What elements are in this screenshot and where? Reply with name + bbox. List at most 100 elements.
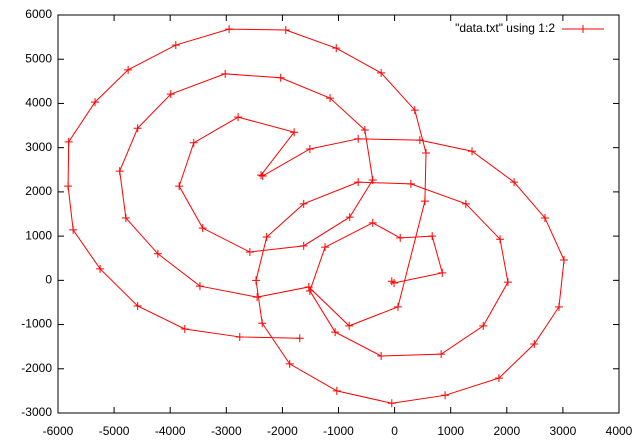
data-point: [331, 328, 340, 337]
legend-marker: [579, 25, 587, 33]
data-point: [428, 232, 437, 241]
data-point: [396, 233, 405, 242]
data-point: [124, 65, 133, 74]
data-point: [198, 224, 207, 233]
data-point: [332, 44, 341, 53]
data-point: [560, 255, 569, 264]
data-point: [64, 182, 73, 191]
x-tick-label: -6000: [43, 424, 74, 438]
y-tick-label: -1000: [21, 317, 52, 331]
x-tick-label: -4000: [155, 424, 186, 438]
data-point: [326, 94, 335, 103]
data-point: [221, 69, 230, 78]
data-point: [332, 386, 341, 395]
data-point: [354, 178, 363, 187]
data-point: [441, 391, 450, 400]
y-tick-label: 5000: [25, 51, 52, 65]
x-tick-label: -2000: [267, 424, 298, 438]
data-point: [368, 218, 377, 227]
data-point: [468, 147, 477, 156]
data-point: [461, 199, 470, 208]
y-tick-label: 2000: [25, 184, 52, 198]
data-point: [257, 171, 266, 180]
data-point: [225, 25, 234, 34]
data-point: [554, 302, 563, 311]
data-point: [258, 319, 267, 328]
y-tick-label: -3000: [21, 405, 52, 419]
data-point: [360, 125, 369, 134]
y-tick-label: 0: [45, 273, 52, 287]
x-tick-label: 0: [391, 424, 398, 438]
data-point: [354, 134, 363, 143]
x-tick-label: -3000: [211, 424, 242, 438]
data-point: [295, 334, 304, 343]
y-tick-label: 4000: [25, 96, 52, 110]
data-point: [189, 138, 198, 147]
x-tick-label: 2000: [493, 424, 520, 438]
data-point: [393, 302, 402, 311]
y-tick-label: -2000: [21, 361, 52, 375]
x-tick-label: 4000: [606, 424, 633, 438]
legend-label: "data.txt" using 1:2: [455, 21, 555, 35]
x-tick-label: -1000: [323, 424, 354, 438]
data-point: [121, 213, 130, 222]
data-point: [415, 136, 424, 145]
data-point: [258, 171, 267, 180]
data-point: [387, 399, 396, 408]
data-point: [133, 124, 142, 133]
data-point: [175, 182, 184, 191]
plot-border: [57, 14, 620, 414]
data-point: [180, 324, 189, 333]
data-point: [305, 286, 314, 295]
data-point: [410, 106, 419, 115]
data-point: [438, 268, 447, 277]
data-point: [234, 113, 243, 122]
data-point: [390, 278, 399, 287]
data-point: [420, 197, 429, 206]
y-tick-label: 3000: [25, 140, 52, 154]
data-point: [245, 248, 254, 257]
data-point: [387, 277, 396, 286]
data-line: [67, 28, 565, 404]
data-point: [530, 340, 539, 349]
data-point: [377, 351, 386, 360]
data-point: [345, 213, 354, 222]
data-point: [406, 179, 415, 188]
data-point: [285, 359, 294, 368]
data-point: [368, 175, 377, 184]
data-point: [321, 243, 330, 252]
data-point: [503, 278, 512, 287]
data-point: [262, 232, 271, 241]
data-point: [479, 321, 488, 330]
data-point: [195, 282, 204, 291]
x-tick-label: -5000: [99, 424, 130, 438]
data-point: [235, 332, 244, 341]
y-tick-label: 6000: [25, 7, 52, 21]
data-point: [96, 264, 105, 273]
data-point: [115, 167, 124, 176]
x-tick-label: 1000: [437, 424, 464, 438]
data-point: [166, 90, 175, 99]
data-point: [281, 26, 290, 35]
data-point: [69, 225, 78, 234]
data-point: [345, 321, 354, 330]
data-point: [422, 148, 431, 157]
y-tick-label: 1000: [25, 228, 52, 242]
data-point: [153, 249, 162, 258]
data-point: [437, 350, 446, 359]
data-point: [91, 98, 100, 107]
data-point: [299, 199, 308, 208]
data-point: [377, 68, 386, 77]
data-point: [64, 137, 73, 146]
data-point: [171, 41, 180, 50]
data-point: [304, 282, 313, 291]
data-point: [253, 293, 262, 302]
data-point: [496, 235, 505, 244]
data-point: [305, 144, 314, 153]
x-tick-label: 3000: [550, 424, 577, 438]
data-point: [133, 301, 142, 310]
data-point: [494, 374, 503, 383]
data-point: [540, 213, 549, 222]
